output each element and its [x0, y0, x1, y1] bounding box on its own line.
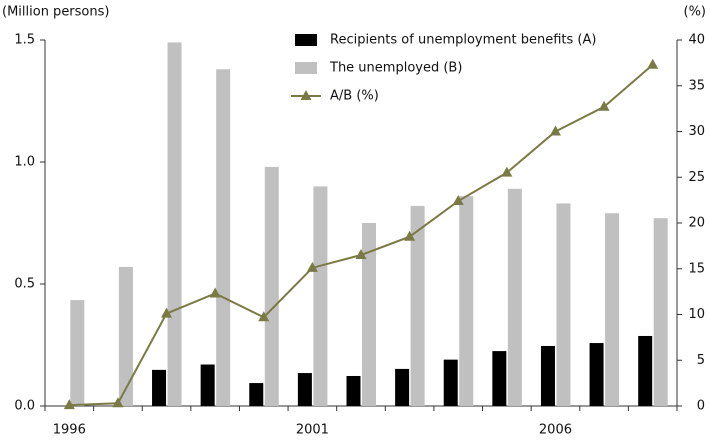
bar [459, 196, 474, 406]
bar [362, 223, 376, 406]
bar [200, 364, 215, 406]
bar [249, 383, 264, 406]
marker [258, 311, 270, 322]
marker [355, 249, 367, 260]
marker [501, 166, 513, 177]
y-tick-label: 0.0 [14, 399, 35, 414]
y2-tick-label: 0 [697, 399, 705, 414]
bar [605, 213, 620, 406]
legend-label: Recipients of unemployment benefits (A) [330, 33, 596, 48]
bar [346, 375, 361, 406]
bar [118, 266, 133, 406]
y2-tick-label: 35 [688, 78, 705, 93]
marker [112, 397, 124, 408]
y2-tick-label: 40 [688, 33, 705, 48]
marker [404, 230, 416, 241]
y-tick-label: 1.5 [14, 33, 35, 48]
legend-swatch [295, 62, 317, 74]
bar [507, 188, 522, 406]
bar [395, 368, 410, 406]
marker [549, 125, 561, 136]
bar [167, 42, 182, 406]
bar [653, 218, 668, 406]
bar [297, 373, 312, 406]
bar [216, 69, 231, 406]
marker [161, 307, 173, 318]
bar [540, 345, 555, 406]
legend-label: A/B (%) [330, 89, 379, 104]
marker [209, 287, 221, 298]
y2-tick-label: 15 [688, 261, 705, 276]
x-tick-label: 2006 [539, 423, 572, 438]
y2-axis-title: (%) [684, 5, 707, 20]
legend-marker [300, 90, 312, 100]
bar [264, 166, 279, 406]
bar [556, 203, 571, 406]
marker [306, 261, 318, 272]
y2-tick-label: 25 [688, 170, 705, 185]
bar [589, 343, 604, 406]
marker [598, 100, 610, 111]
bar [638, 335, 653, 406]
bar [152, 369, 167, 406]
legend-swatch [295, 34, 317, 46]
y2-tick-label: 20 [688, 216, 705, 231]
y-tick-label: 1.0 [14, 155, 35, 170]
bar [70, 300, 85, 406]
legend-label: The unemployed (B) [329, 61, 462, 76]
y2-tick-label: 10 [688, 307, 705, 322]
bar [313, 186, 328, 406]
y2-tick-label: 30 [688, 124, 705, 139]
marker [647, 58, 659, 69]
bar [492, 351, 507, 406]
y-axis-title: (Million persons) [2, 5, 109, 20]
y2-tick-label: 5 [697, 353, 705, 368]
marker [63, 399, 75, 410]
bar [410, 205, 425, 406]
x-tick-label: 1996 [53, 423, 86, 438]
x-tick-label: 2001 [296, 423, 329, 438]
y-tick-label: 0.5 [14, 277, 35, 292]
marker [452, 195, 464, 206]
bar [443, 359, 458, 406]
